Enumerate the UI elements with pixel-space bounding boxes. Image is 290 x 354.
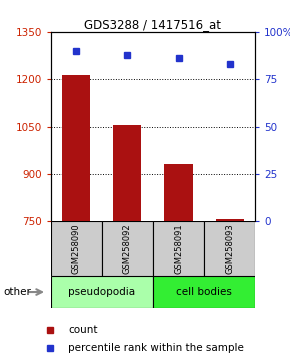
Bar (62, 75, 90, 221)
Bar (153, 221, 204, 276)
Bar (153, 276, 255, 308)
Text: GSM258091: GSM258091 (174, 223, 183, 274)
Text: cell bodies: cell bodies (176, 287, 232, 297)
Text: pseudopodia: pseudopodia (68, 287, 135, 297)
Bar (51, 276, 153, 308)
Bar (102, 221, 153, 276)
Bar (204, 221, 255, 276)
Text: GSM258092: GSM258092 (123, 223, 132, 274)
Bar (164, 164, 193, 221)
Text: GSM258093: GSM258093 (225, 223, 234, 274)
Title: GDS3288 / 1417516_at: GDS3288 / 1417516_at (84, 18, 222, 31)
Text: count: count (68, 325, 98, 335)
Text: GSM258090: GSM258090 (72, 223, 81, 274)
Bar (113, 125, 142, 221)
Text: other: other (3, 287, 31, 297)
Bar (51, 221, 102, 276)
Bar (215, 219, 244, 221)
Text: percentile rank within the sample: percentile rank within the sample (68, 343, 244, 353)
